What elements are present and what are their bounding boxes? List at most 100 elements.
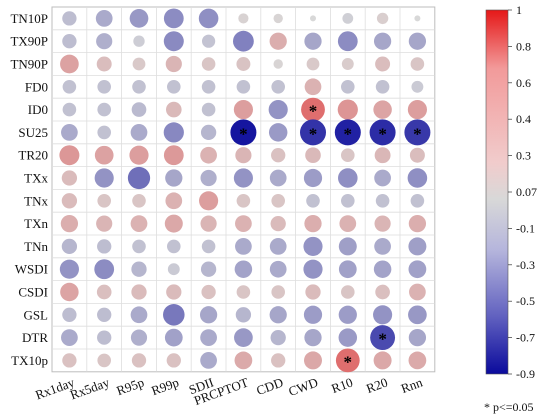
heatmap-cell-TR20-R20 bbox=[374, 147, 391, 164]
column-label: R20 bbox=[364, 375, 389, 397]
heatmap-cell-GSL-R95p bbox=[130, 306, 148, 324]
heatmap-cell-WSDI-CWD bbox=[303, 259, 323, 279]
heatmap-cell-DTR-CWD bbox=[304, 328, 322, 347]
heatmap-cell-TXx-CWD bbox=[303, 168, 323, 188]
significance-marker: * bbox=[344, 352, 353, 371]
heatmap-cell-TX10p-Rnn bbox=[408, 351, 427, 370]
heatmap-cell-FD0-R95p bbox=[132, 80, 146, 94]
colorbar: 1 0.8 0.6 0.4 0.3 0.07 -0.1 -0.3 -0.5 -0.7 -0.9 bbox=[485, 3, 537, 381]
heatmap-cell-TXx-Rx5day bbox=[94, 168, 114, 188]
heatmap-cell-TN10P-R10 bbox=[342, 13, 354, 24]
heatmap-cell-TR20-Rx1day bbox=[59, 145, 80, 166]
heatmap-cell-GSL-R20 bbox=[373, 305, 393, 325]
heatmap-cell-SU25-R10 bbox=[334, 119, 361, 146]
heatmap-cell-GSL-PRCPTOT bbox=[235, 307, 252, 323]
heatmap-cell-TXx-R99p bbox=[165, 169, 183, 187]
heatmap-cell-TN90P-Rx5day bbox=[96, 56, 112, 72]
heatmap-cell-TR20-R95p bbox=[129, 145, 149, 165]
heatmap-cell-TN90P-CDD bbox=[273, 59, 283, 69]
colorbar-tick-label: 0.07 bbox=[516, 185, 537, 199]
heatmap-cell-WSDI-SDII bbox=[200, 261, 217, 277]
heatmap-cell-CSDI-Rx1day bbox=[60, 282, 79, 302]
heatmap-cell-FD0-Rx5day bbox=[97, 80, 111, 94]
colorbar-tick-label: 1 bbox=[516, 3, 522, 17]
heatmap-cell-TNx-CDD bbox=[271, 194, 285, 208]
heatmap-cell-FD0-R20 bbox=[375, 80, 390, 94]
heatmap-cell-TX10p-PRCPTOT bbox=[234, 351, 253, 370]
heatmap-cell-GSL-Rnn bbox=[408, 305, 427, 325]
heatmap-cell-FD0-R99p bbox=[167, 80, 181, 94]
heatmap-cell-CSDI-Rx5day bbox=[96, 284, 112, 300]
heatmap-cell-FD0-R10 bbox=[341, 80, 355, 94]
heatmap-cell-CSDI-Rnn bbox=[409, 283, 426, 301]
heatmap-cell-TXx-CDD bbox=[269, 169, 287, 187]
heatmap-cell-ID0-Rx5day bbox=[97, 102, 111, 117]
heatmap-cell-TR20-CDD bbox=[271, 148, 286, 163]
heatmap-cell-WSDI-Rnn bbox=[408, 260, 427, 279]
heatmap-cell-TN90P-Rx1day bbox=[60, 54, 79, 74]
heatmap-cell-ID0-CWD bbox=[301, 97, 325, 122]
heatmap-cell-TX90P-PRCPTOT bbox=[233, 30, 254, 52]
heatmap-cell-TN90P-CWD bbox=[306, 57, 320, 71]
heatmap-cell-TNn-R20 bbox=[374, 238, 391, 255]
significance-marker: * bbox=[413, 124, 422, 143]
heatmap-cell-FD0-CWD bbox=[304, 78, 322, 96]
significance-marker: * bbox=[378, 330, 387, 349]
row-label: TNx bbox=[24, 193, 48, 208]
heatmap-cell-TNx-CWD bbox=[306, 194, 320, 208]
heatmap-cell-GSL-CWD bbox=[303, 305, 323, 324]
heatmap-cell-GSL-Rx5day bbox=[97, 307, 112, 322]
heatmap-cell-SU25-R20 bbox=[369, 119, 396, 146]
colorbar-tick-label: 0.6 bbox=[516, 76, 531, 90]
heatmap-cell-TN10P-R20 bbox=[376, 12, 389, 25]
heatmap-cell-ID0-CDD bbox=[268, 100, 288, 120]
heatmap-cell-DTR-R99p bbox=[164, 328, 183, 347]
heatmap-cell-CSDI-R95p bbox=[131, 284, 147, 300]
heatmap-cell-TXn-Rnn bbox=[408, 214, 427, 233]
heatmap-cell-TXn-R99p bbox=[164, 214, 183, 233]
heatmap-cell-TNn-SDII bbox=[201, 239, 216, 254]
heatmap-cell-TN10P-PRCPTOT bbox=[238, 13, 249, 24]
heatmap-cell-TX90P-Rx1day bbox=[62, 34, 77, 49]
column-label: R95p bbox=[114, 375, 146, 399]
heatmap-cell-ID0-Rnn bbox=[407, 100, 427, 120]
heatmap-cell-CSDI-CDD bbox=[271, 285, 285, 299]
row-label: TXx bbox=[24, 171, 48, 186]
heatmap-cell-TXn-SDII bbox=[200, 215, 217, 232]
significance-note: * p<=0.05 bbox=[484, 400, 534, 414]
heatmap-cell-FD0-PRCPTOT bbox=[236, 80, 251, 94]
heatmap-cell-CSDI-R99p bbox=[166, 284, 182, 300]
heatmap-cell-TR20-R99p bbox=[163, 145, 184, 166]
heatmap-cell-TNx-Rnn bbox=[410, 194, 425, 208]
heatmap-cell-TN10P-CWD bbox=[310, 15, 316, 22]
row-label: ID0 bbox=[28, 102, 48, 117]
heatmap-cell-TNn-CWD bbox=[303, 236, 323, 256]
heatmap-cell-TX10p-R99p bbox=[166, 353, 181, 368]
heatmap-cell-TNx-R99p bbox=[165, 192, 183, 210]
heatmap-cell-TN90P-Rnn bbox=[410, 57, 425, 71]
colorbar-tick-label: -0.5 bbox=[516, 294, 535, 308]
heatmap-cell-TX10p-Rx1day bbox=[62, 353, 77, 368]
row-label: GSL bbox=[23, 307, 48, 322]
heatmap-cell-WSDI-R95p bbox=[131, 261, 147, 277]
heatmap-cell-TNn-Rx5day bbox=[97, 239, 112, 254]
heatmap-cell-TX10p-R20 bbox=[373, 351, 392, 370]
colorbar-tick-label: -0.9 bbox=[516, 367, 535, 381]
heatmap-cell-TXx-R10 bbox=[338, 168, 358, 188]
heatmap-cell-CSDI-R20 bbox=[375, 284, 390, 300]
row-label: CSDI bbox=[18, 285, 48, 300]
colorbar-tick-label: -0.3 bbox=[516, 258, 535, 272]
heatmap-cell-CSDI-R10 bbox=[341, 285, 355, 299]
row-label: TR20 bbox=[18, 148, 48, 163]
heatmap-cell-TXn-R10 bbox=[339, 215, 357, 232]
heatmap-cell-WSDI-R10 bbox=[338, 260, 357, 279]
heatmap-cell-FD0-SDII bbox=[201, 80, 216, 94]
heatmap-cell-DTR-CDD bbox=[270, 329, 286, 346]
heatmap-cell-ID0-R10 bbox=[337, 99, 358, 120]
heatmap-cell-DTR-R20 bbox=[370, 325, 396, 351]
heatmap-cell-GSL-R10 bbox=[338, 305, 357, 324]
heatmap-cell-TNx-Rx5day bbox=[97, 194, 111, 208]
heatmap-cell-SU25-PRCPTOT bbox=[230, 119, 257, 146]
heatmap-cell-FD0-Rnn bbox=[411, 80, 424, 93]
